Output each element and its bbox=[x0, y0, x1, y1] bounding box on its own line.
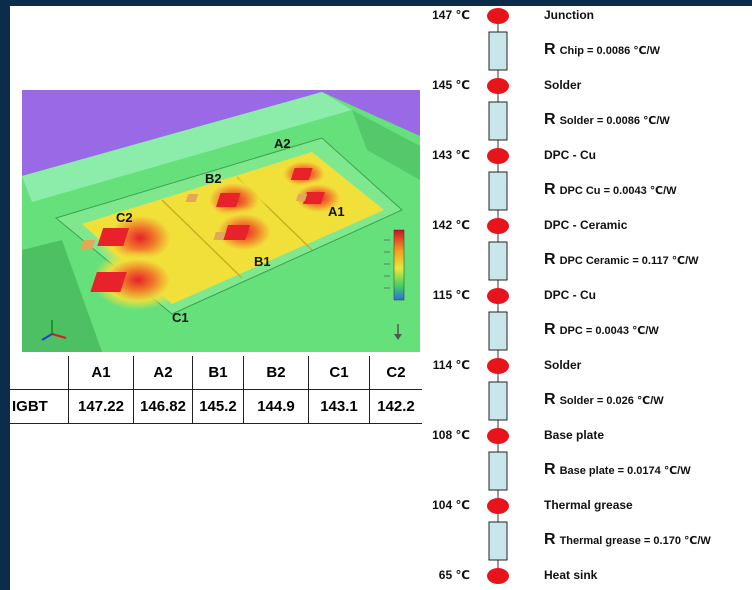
resistor-value: DPC Cu = 0.0043 ℃/W bbox=[559, 185, 677, 197]
resistor-label: R DPC Cu = 0.0043 ℃/W bbox=[544, 181, 677, 199]
resistor-symbol bbox=[488, 101, 508, 141]
resistor-value: Thermal grease = 0.170 ℃/W bbox=[559, 535, 711, 547]
chip-label-c1: C1 bbox=[172, 310, 189, 325]
resistor-label: R Solder = 0.026 ℃/W bbox=[544, 391, 664, 409]
resistor-label: R Chip = 0.0086 ℃/W bbox=[544, 41, 660, 59]
node-layer-name: Junction bbox=[544, 8, 594, 22]
chip-label-a2: A2 bbox=[274, 136, 291, 151]
resistor-value: DPC = 0.0043 ℃/W bbox=[559, 325, 659, 337]
node-temperature: 115 ℃ bbox=[432, 288, 470, 302]
chain-node bbox=[487, 218, 509, 234]
resistor-symbol bbox=[488, 381, 508, 421]
resistor-label: R Solder = 0.0086 ℃/W bbox=[544, 111, 670, 129]
node-temperature: 147 ℃ bbox=[432, 8, 470, 22]
resistor-value: Chip = 0.0086 ℃/W bbox=[559, 45, 660, 57]
resistor-label: R DPC Ceramic = 0.117 ℃/W bbox=[544, 251, 699, 269]
table-corner-cell bbox=[10, 356, 69, 390]
node-layer-name: Solder bbox=[544, 358, 582, 372]
column-header: B1 bbox=[192, 356, 244, 390]
slide-canvas: A2 B2 A1 C2 B1 C1 A bbox=[10, 6, 752, 590]
node-temperature: 142 ℃ bbox=[432, 218, 470, 232]
axis-triad-icon bbox=[41, 320, 67, 341]
column-header: B2 bbox=[243, 356, 309, 390]
table-cell: 146.82 bbox=[133, 389, 193, 424]
node-layer-name: Base plate bbox=[544, 428, 605, 442]
chain-node bbox=[487, 288, 509, 304]
chip-label-b1: B1 bbox=[254, 254, 271, 269]
node-temperature: 114 ℃ bbox=[432, 358, 470, 372]
chain-graphic bbox=[487, 8, 509, 584]
resistor-value: Solder = 0.0086 ℃/W bbox=[559, 115, 670, 127]
table-cell: 144.9 bbox=[243, 389, 309, 424]
resistor-symbol-letter: R bbox=[544, 531, 556, 548]
table-row: IGBT 147.22 146.82 145.2 144.9 143.1 142… bbox=[10, 389, 422, 424]
resistor-symbol-letter: R bbox=[544, 41, 556, 58]
chip-label-a1: A1 bbox=[328, 204, 345, 219]
resistor-symbol bbox=[488, 521, 508, 561]
table-header-row: A1 A2 B1 B2 C1 C2 bbox=[10, 356, 422, 390]
chain-node bbox=[487, 78, 509, 94]
node-layer-name: Thermal grease bbox=[544, 498, 633, 512]
thermal-resistance-chain: R Chip = 0.0086 ℃/W R Solder = 0.0086 ℃/W R D… bbox=[10, 6, 752, 590]
node-layer-name: DPC - Ceramic bbox=[544, 218, 628, 232]
node-temperature: 108 ℃ bbox=[432, 428, 470, 442]
resistor-value: Base plate = 0.0174 ℃/W bbox=[559, 465, 691, 477]
resistor-value: DPC Ceramic = 0.117 ℃/W bbox=[559, 255, 699, 267]
table-cell: 143.1 bbox=[308, 389, 370, 424]
node-temperature: 145 ℃ bbox=[432, 78, 470, 92]
resistor-label: R Base plate = 0.0174 ℃/W bbox=[544, 461, 691, 479]
resistor-symbol-letter: R bbox=[544, 321, 556, 338]
chip-label-c2: C2 bbox=[116, 210, 133, 225]
resistor-symbol bbox=[488, 171, 508, 211]
resistor-symbol-letter: R bbox=[544, 461, 556, 478]
chain-node bbox=[487, 148, 509, 164]
resistor-symbol-letter: R bbox=[544, 181, 556, 198]
resistor-value: Solder = 0.026 ℃/W bbox=[559, 395, 664, 407]
node-temperature: 65 ℃ bbox=[438, 568, 470, 582]
column-header: A2 bbox=[133, 356, 193, 390]
resistor-label: R DPC = 0.0043 ℃/W bbox=[544, 321, 659, 339]
thermal-simulation-image: A2 B2 A1 C2 B1 C1 bbox=[22, 90, 420, 352]
node-layer-name: Solder bbox=[544, 78, 582, 92]
table-cell: 142.2 bbox=[369, 389, 422, 424]
node-temperature: 143 ℃ bbox=[432, 148, 470, 162]
color-scale-legend bbox=[384, 229, 405, 301]
resistor-symbol-letter: R bbox=[544, 251, 556, 268]
chain-node bbox=[487, 498, 509, 514]
column-header: C2 bbox=[369, 356, 422, 390]
resistor-symbol-letter: R bbox=[544, 391, 556, 408]
node-layer-name: DPC - Cu bbox=[544, 288, 596, 302]
resistor-symbol bbox=[488, 241, 508, 281]
column-header: A1 bbox=[68, 356, 134, 390]
junction-temperature-table: A1 A2 B1 B2 C1 C2 IGBT 147.22 146.82 145… bbox=[10, 356, 422, 424]
chain-node bbox=[487, 8, 509, 24]
resistor-symbol bbox=[488, 311, 508, 351]
row-header: IGBT bbox=[10, 389, 69, 424]
table-cell: 147.22 bbox=[68, 389, 134, 424]
node-layer-name: DPC - Cu bbox=[544, 148, 596, 162]
chip-label-b2: B2 bbox=[205, 171, 222, 186]
resistor-symbol bbox=[488, 451, 508, 491]
resistor-symbol bbox=[488, 31, 508, 71]
table-cell: 145.2 bbox=[192, 389, 244, 424]
chain-node bbox=[487, 358, 509, 374]
resistor-symbol-letter: R bbox=[544, 111, 556, 128]
column-header: C1 bbox=[308, 356, 370, 390]
chain-node bbox=[487, 568, 509, 584]
chain-node bbox=[487, 428, 509, 444]
resistor-label: R Thermal grease = 0.170 ℃/W bbox=[544, 531, 711, 549]
node-layer-name: Heat sink bbox=[544, 568, 598, 582]
node-temperature: 104 ℃ bbox=[432, 498, 470, 512]
down-arrow-icon bbox=[394, 324, 402, 340]
